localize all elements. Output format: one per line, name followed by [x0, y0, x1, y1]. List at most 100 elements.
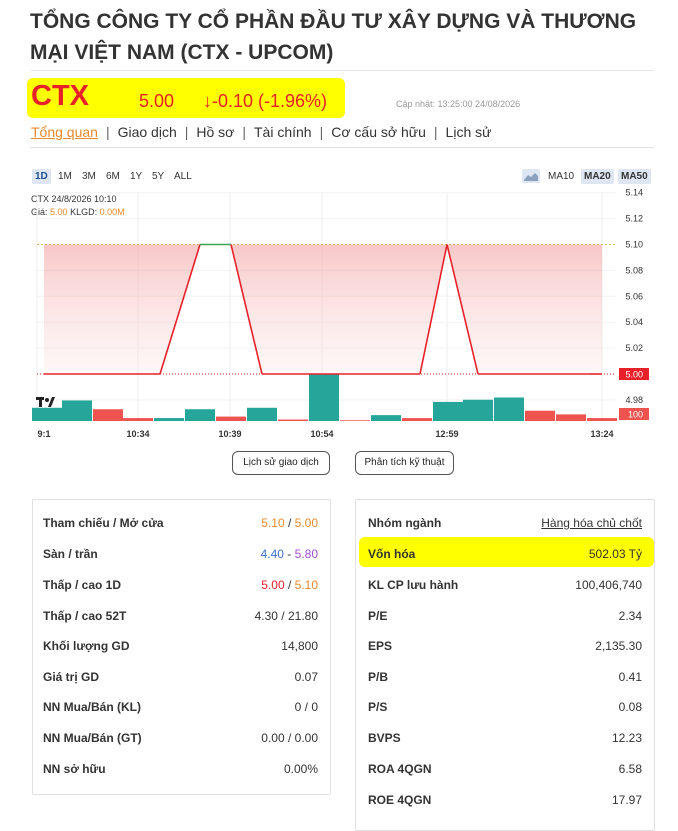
stat-value-secondary: 5.80: [294, 547, 318, 561]
stat-value: 0.07: [295, 670, 318, 684]
stat-value: 6.58: [618, 762, 642, 776]
stat-label: Khối lượng GD: [43, 639, 130, 653]
stat-row: Thấp / cao 52T 4.30 / 21.80: [43, 609, 318, 623]
stat-row: P/B 0.41: [368, 670, 642, 684]
stat-label: EPS: [368, 639, 393, 653]
divider: [30, 70, 654, 71]
stat-value-separator: -: [283, 547, 295, 561]
indicator-ma20[interactable]: MA20: [581, 169, 614, 184]
market-cap-highlight: [359, 537, 654, 567]
stat-value: 4.40 - 5.80: [261, 547, 318, 561]
tab-trading[interactable]: Giao dịch: [117, 124, 177, 140]
stat-value-primary: 4.30 / 21.80: [254, 609, 318, 623]
volume-bar: [525, 410, 555, 421]
indicator-ma50[interactable]: MA50: [618, 169, 651, 184]
volume-bar: [371, 415, 401, 421]
chart-legend-values: Giá: 5.00 KLGD: 0.00M: [31, 207, 125, 217]
tab-ownership[interactable]: Cơ cấu sở hữu: [331, 124, 426, 140]
volume-bar: [216, 416, 246, 421]
legend-volume-value: 0.00M: [99, 207, 125, 217]
legend-volume-label: KLGD:: [70, 207, 98, 217]
stat-row: Nhóm ngành Hàng hóa chủ chốt: [368, 516, 642, 530]
price-area: [44, 244, 602, 374]
timeframe-1m[interactable]: 1M: [58, 171, 72, 182]
stat-value: 0 / 0: [295, 700, 318, 714]
stat-row: EPS 2,135.30: [368, 639, 642, 653]
stat-value: 2.34: [618, 609, 642, 623]
stat-value-primary: 0.00 / 0.00: [261, 731, 318, 745]
stat-value-separator: /: [284, 578, 295, 592]
stat-value: 502.03 Tỷ: [588, 547, 642, 561]
timeframe-6m[interactable]: 6M: [106, 171, 120, 182]
y-tick-label: 5.08: [625, 265, 643, 275]
left-stats-card: [32, 499, 331, 795]
tab-overview[interactable]: Tổng quan: [31, 124, 98, 140]
stat-value: 0.08: [618, 700, 642, 714]
stat-label: Sàn / trần: [43, 547, 98, 561]
x-tick-label: 13:24: [590, 429, 613, 439]
stat-value-secondary: 5.10: [294, 578, 318, 592]
volume-bar: [587, 418, 617, 421]
volume-bar: [93, 409, 123, 421]
x-tick-label: 9:1: [37, 429, 50, 439]
tab-bar: Tổng quan | Giao dịch | Hồ sơ | Tài chính | …: [31, 124, 492, 140]
timeframe-5y[interactable]: 5Y: [152, 171, 165, 182]
y-tick-label: 4.98: [625, 395, 643, 405]
area-chart-icon[interactable]: [522, 169, 540, 183]
legend-price-value: 5.00: [50, 207, 68, 217]
tab-separator: |: [105, 124, 110, 140]
current-price: 5.00: [139, 91, 175, 111]
stat-label: Nhóm ngành: [368, 516, 442, 530]
volume-tag-label: 100: [628, 410, 643, 420]
industry-link[interactable]: Hàng hóa chủ chốt: [541, 516, 642, 530]
timeframe-1y[interactable]: 1Y: [130, 171, 143, 182]
y-tick-label: 5.14: [625, 188, 643, 198]
timeframe-1d[interactable]: 1D: [32, 169, 51, 184]
stat-row: Khối lượng GD 14,800: [43, 639, 318, 653]
stat-value: 17.97: [611, 793, 642, 807]
tab-profile[interactable]: Hồ sơ: [196, 124, 235, 140]
volume-bar: [123, 418, 153, 421]
stat-row: Vốn hóa 502.03 Tỷ: [368, 547, 642, 561]
tab-separator: |: [242, 124, 246, 140]
tradingview-logo: [36, 396, 56, 412]
tab-separator: |: [433, 124, 438, 140]
timeframe-3m[interactable]: 3M: [82, 171, 96, 182]
price-line-segment: [230, 244, 263, 375]
stat-row: ROE 4QGN 17.97: [368, 793, 642, 807]
stat-value-secondary: 5.00: [294, 516, 318, 530]
price-change: ↓-0.10 (-1.96%): [203, 91, 328, 111]
stat-value-primary: 5.10: [261, 516, 285, 530]
tab-separator: |: [184, 124, 189, 140]
quote-highlight: [27, 78, 345, 118]
stat-row: ROA 4QGN 6.58: [368, 762, 642, 776]
price-line-segment: [419, 244, 448, 375]
timeframe-all[interactable]: ALL: [174, 171, 192, 182]
stat-value: 0.00%: [284, 762, 318, 776]
technical-analysis-button[interactable]: Phân tích kỹ thuật: [355, 451, 454, 475]
stat-label: NN Mua/Bán (KL): [43, 700, 141, 714]
volume-tag: [619, 408, 649, 420]
stat-row: KL CP lưu hành 100,406,740: [368, 578, 642, 592]
volume-bar: [278, 419, 308, 421]
ticker-symbol: CTX: [31, 80, 89, 112]
tab-financials[interactable]: Tài chính: [254, 124, 312, 140]
stat-value-primary: 4.40: [260, 547, 284, 561]
stat-label: NN sở hữu: [43, 762, 106, 776]
volume-bar: [247, 407, 277, 421]
legend-price-label: Giá:: [31, 207, 48, 217]
y-tick-label: 5.04: [625, 317, 643, 327]
stat-label: NN Mua/Bán (GT): [43, 731, 142, 745]
stat-value: 0.00 / 0.00: [261, 731, 318, 745]
stat-label: P/E: [368, 609, 388, 623]
trading-history-button[interactable]: Lịch sử giao dịch: [232, 451, 330, 475]
stat-value: 4.30 / 21.80: [255, 609, 318, 623]
stat-label: BVPS: [368, 731, 401, 745]
price-line-segment: [159, 244, 201, 375]
volume-bar: [494, 397, 524, 421]
indicator-ma10[interactable]: MA10: [548, 171, 575, 182]
stat-value: 5.10 / 5.00: [261, 516, 318, 530]
stat-value: 100,406,740: [575, 578, 642, 592]
stat-value: 12.23: [611, 731, 642, 745]
tab-history[interactable]: Lịch sử: [445, 124, 492, 140]
